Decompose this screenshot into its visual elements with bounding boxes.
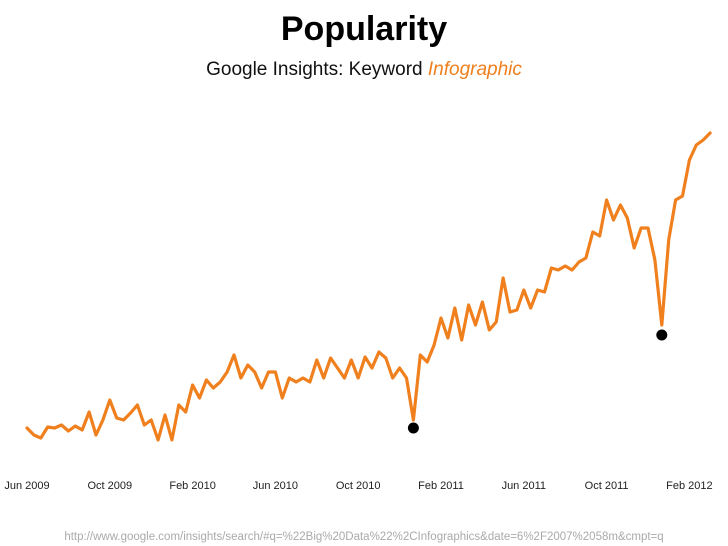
x-tick-label: Jun 2011 [502, 480, 546, 492]
highlight-dot [656, 329, 668, 341]
chart-title: Popularity [281, 10, 447, 48]
highlight-dot [407, 422, 419, 434]
x-tick-label: Feb 2012 [666, 480, 712, 492]
x-tick-label: Oct 2010 [336, 480, 381, 492]
x-tick-label: Oct 2011 [585, 480, 629, 492]
chart-subtitle: Google Insights: Keyword Infographic [206, 59, 522, 80]
subtitle-highlight: Infographic [428, 59, 523, 80]
x-tick-label: Oct 2009 [87, 480, 132, 492]
x-tick-label: Feb 2011 [418, 480, 464, 492]
source-url: http://www.google.com/insights/search/#q… [64, 531, 663, 543]
x-tick-label: Jun 2009 [4, 480, 49, 492]
trend-line [25, 131, 712, 442]
subtitle-text: Google Insights: Keyword [206, 59, 423, 80]
x-tick-label: Feb 2010 [169, 480, 215, 492]
x-tick-label: Jun 2010 [253, 480, 298, 492]
